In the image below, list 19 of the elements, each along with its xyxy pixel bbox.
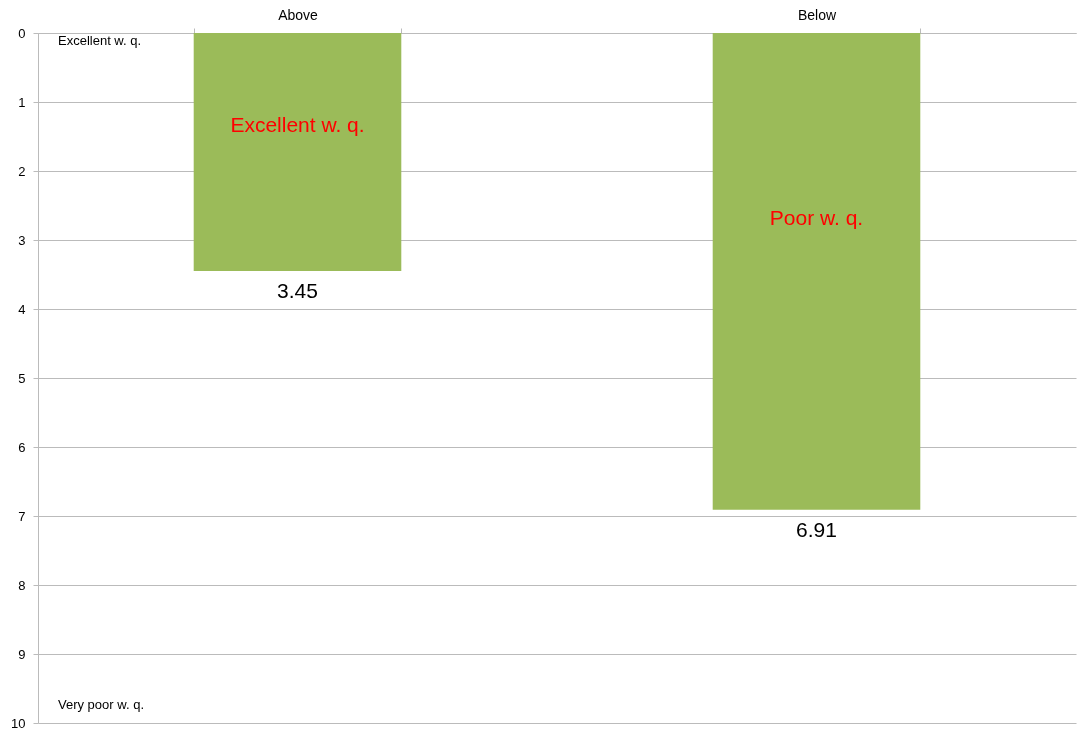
data-label: 6.91 (796, 517, 837, 541)
y-tick-label: 2 (18, 163, 26, 179)
y-tick-label: 9 (18, 646, 26, 662)
y-tick-label: 1 (18, 94, 26, 110)
y-tick-label: 5 (18, 370, 26, 386)
y-tick-label: 0 (18, 25, 26, 41)
y-tick-label: 10 (11, 715, 26, 731)
annotation: Excellent w. q. (58, 33, 142, 48)
x-tick-label: Below (797, 6, 837, 23)
x-tick-label: Above (278, 6, 319, 23)
annotation: Excellent w. q. (230, 113, 365, 136)
annotation: Poor w. q. (769, 206, 864, 229)
y-tick-label: 7 (18, 508, 26, 524)
annotation: Very poor w. q. (58, 697, 144, 712)
data-label: 3.45 (277, 279, 318, 303)
y-tick-label: 4 (18, 301, 26, 317)
y-tick-label: 8 (18, 577, 26, 593)
y-tick-label: 3 (18, 232, 26, 248)
y-tick-label: 6 (18, 439, 26, 455)
